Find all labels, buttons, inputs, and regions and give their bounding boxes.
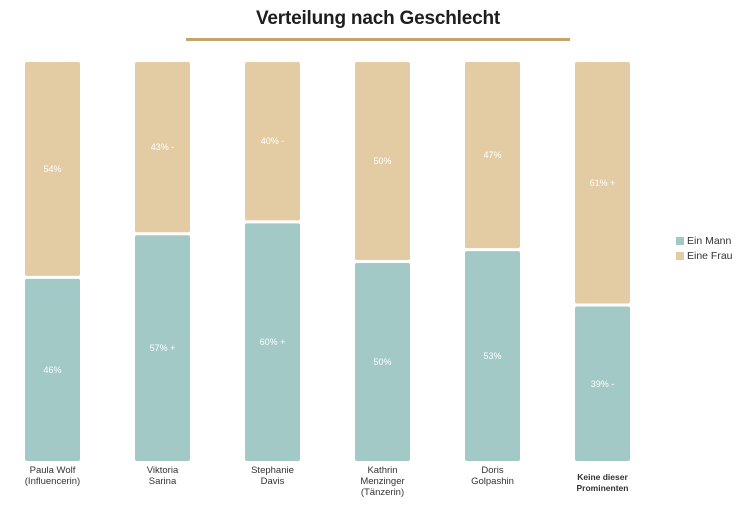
bar-mann — [355, 263, 410, 461]
bar-mann — [25, 278, 80, 461]
data-label-frau: 50% — [373, 156, 391, 166]
data-label-mann: 46% — [43, 365, 61, 375]
data-label-mann: 60% + — [260, 337, 286, 347]
data-label-frau: 54% — [43, 164, 61, 174]
bar-mann — [465, 251, 520, 461]
title-underline — [186, 38, 570, 41]
bar-frau — [465, 62, 520, 249]
data-label-frau: 61% + — [590, 178, 616, 188]
bar-mann — [135, 235, 190, 461]
legend-swatch-mann — [676, 236, 684, 245]
legend-swatch-frau — [676, 251, 684, 260]
category-label: Doris Golpashin — [471, 465, 514, 487]
data-label-frau: 43% - — [151, 142, 175, 152]
category-label: Viktoria Sarina — [147, 465, 179, 487]
data-label-mann: 50% — [373, 357, 391, 367]
category-label: Kathrin Menzinger (Tänzerin) — [360, 465, 404, 498]
bar-mann — [245, 223, 300, 461]
category-label: Stephanie Davis — [251, 465, 294, 487]
chart-title: Verteilung nach Geschlecht — [256, 8, 500, 29]
legend-label-mann: Ein Mann — [687, 234, 732, 247]
data-label-frau: 47% — [483, 150, 501, 160]
bar-frau — [25, 62, 80, 276]
bar-mann — [575, 306, 630, 461]
data-label-mann: 39% - — [591, 379, 615, 389]
legend: Ein Mann Eine Frau — [676, 233, 733, 263]
legend-item-frau: Eine Frau — [676, 248, 733, 263]
bar-frau — [355, 62, 410, 260]
category-label: Paula Wolf (Influencerin) — [25, 465, 80, 487]
bar-frau — [135, 62, 190, 233]
legend-label-frau: Eine Frau — [687, 249, 733, 262]
data-label-mann: 57% + — [150, 343, 176, 353]
legend-item-mann: Ein Mann — [676, 233, 733, 248]
data-label-mann: 53% — [483, 351, 501, 361]
bar-frau — [575, 62, 630, 304]
data-label-frau: 40% - — [261, 136, 285, 146]
category-label: Keine dieser Prominenten — [577, 472, 629, 493]
bar-frau — [245, 62, 300, 221]
